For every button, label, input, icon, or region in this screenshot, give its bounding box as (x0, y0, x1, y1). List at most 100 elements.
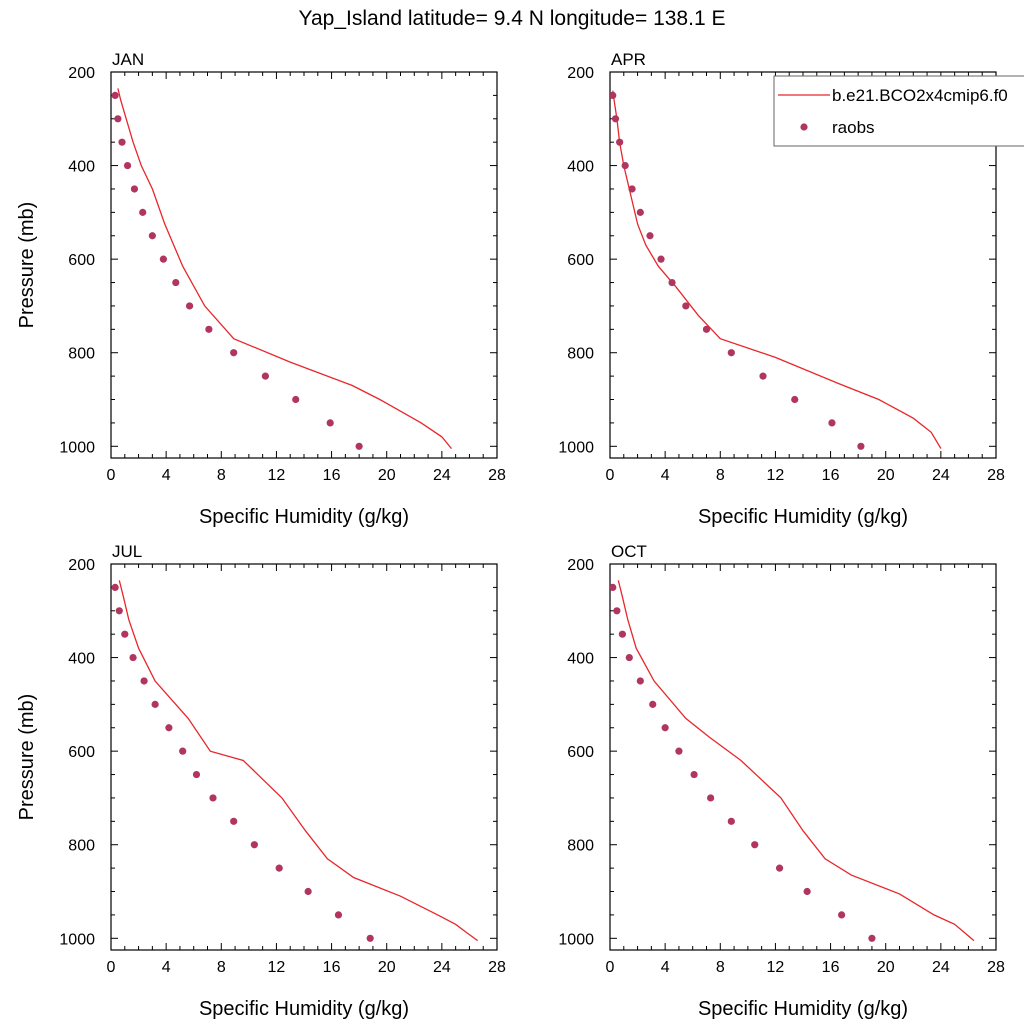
panels-group: 0 4 8 12 16 20 24 282004006008001000JANSpecific… (16, 50, 1005, 1020)
x-tick-label: 4 (661, 467, 670, 484)
y-axis-title: Pressure (mb) (16, 202, 38, 329)
panel-title: JAN (112, 50, 144, 69)
y-tick-label: 800 (68, 346, 95, 363)
raobs-point (209, 794, 217, 802)
x-tick-label: 8 (217, 467, 226, 484)
x-tick-label: 20 (877, 467, 895, 484)
y-tick-label: 1000 (558, 931, 594, 948)
raobs-point (649, 700, 657, 708)
raobs-point (611, 115, 620, 123)
raobs-point (702, 325, 711, 333)
raobs-point (803, 887, 811, 896)
panel-oct: 0 4 8 12 16 20 24 28 200 400 600 800 1000 OCT Specific… (558, 542, 1005, 1020)
raobs-point (165, 724, 173, 732)
model-series-line (118, 580, 479, 942)
y-tick-label: 600 (567, 744, 594, 761)
raobs-point (646, 232, 654, 240)
y-tick-label: 600 (68, 744, 95, 761)
panel-title: APR (611, 50, 646, 69)
x-tick-label: 4 (162, 467, 171, 484)
x-tick-label: 24 (932, 959, 950, 976)
x-tick-label: 8 (716, 959, 725, 976)
legend-marker-swatch (800, 123, 808, 131)
raobs-point (868, 934, 876, 942)
x-tick-label: 28 (987, 959, 1005, 976)
raobs-point (139, 208, 147, 216)
y-tick-label: 800 (567, 346, 594, 363)
raobs-point (610, 91, 617, 99)
raobs-point (759, 372, 767, 380)
raobs-point (326, 419, 334, 427)
x-tick-label: 20 (877, 959, 895, 976)
x-tick-label: 20 (378, 467, 396, 484)
x-tick-label: 0 (606, 467, 615, 484)
figure-title: Yap_Island latitude= 9.4 N longitude= 13… (299, 7, 726, 30)
raobs-point (791, 395, 799, 404)
x-tick-label: 24 (433, 467, 451, 484)
y-tick-label: 200 (567, 557, 594, 574)
raobs-point (114, 115, 122, 123)
x-tick-label: 4 (661, 959, 670, 976)
raobs-point (123, 161, 132, 170)
x-tick-label: 28 (488, 467, 506, 484)
raobs-point (130, 185, 139, 193)
raobs-point (185, 302, 194, 310)
plot-area (610, 90, 942, 450)
legend-label-obs: raobs (832, 118, 875, 137)
raobs-point (118, 138, 126, 146)
raobs-point (121, 630, 129, 638)
raobs-point (111, 91, 119, 99)
x-axis-title: Specific Humidity (g/kg) (698, 998, 908, 1020)
raobs-point (628, 185, 636, 193)
raobs-point (657, 255, 665, 263)
raobs-point (111, 583, 119, 591)
model-series-line (617, 580, 975, 942)
y-tick-label: 600 (567, 252, 594, 269)
raobs-point (151, 700, 159, 708)
x-tick-label: 16 (323, 467, 341, 484)
y-tick-label: 600 (68, 252, 95, 269)
raobs-point (661, 724, 669, 732)
x-tick-label: 8 (716, 467, 725, 484)
x-tick-label: 16 (822, 959, 840, 976)
y-tick-label: 400 (567, 159, 594, 176)
raobs-point (610, 583, 617, 591)
y-tick-label: 200 (567, 65, 594, 82)
legend-label-model: b.e21.BCO2x4cmip6.f0 (832, 86, 1008, 105)
raobs-point (828, 419, 836, 427)
raobs-point (857, 442, 865, 450)
raobs-point (625, 653, 633, 662)
model-series-line (117, 88, 453, 450)
x-tick-label: 16 (822, 467, 840, 484)
panel-apr: 0 4 8 12 16 20 24 28 200 400 600 800 1000 APR Specific… (558, 50, 1005, 528)
plot-area (111, 580, 479, 942)
panel-jan: 0 4 8 12 16 20 24 28 200 400 600 800 1000 JAN Specific… (16, 50, 506, 528)
raobs-point (205, 325, 213, 333)
raobs-point (292, 395, 300, 404)
y-tick-label: 400 (68, 651, 95, 668)
y-tick-label: 200 (68, 557, 95, 574)
x-tick-label: 12 (767, 959, 785, 976)
x-tick-label: 8 (217, 959, 226, 976)
raobs-point (192, 770, 201, 779)
x-tick-label: 0 (606, 959, 615, 976)
x-axis-title: Specific Humidity (g/kg) (199, 506, 409, 528)
raobs-point (775, 864, 784, 872)
x-tick-label: 24 (932, 467, 950, 484)
raobs-point (636, 677, 644, 685)
y-tick-label: 400 (68, 159, 95, 176)
raobs-point (230, 817, 238, 825)
raobs-point (172, 278, 180, 287)
raobs-point (727, 817, 735, 825)
raobs-point (179, 747, 187, 755)
raobs-point (115, 607, 123, 615)
x-tick-label: 12 (268, 467, 286, 484)
raobs-point (707, 794, 715, 802)
y-tick-label: 800 (68, 838, 95, 855)
y-tick-label: 1000 (59, 439, 95, 456)
y-tick-label: 1000 (558, 439, 594, 456)
panel-jul: 0 4 8 12 16 20 24 28 200 400 600 800 1000 JUL Specific… (16, 542, 506, 1020)
raobs-point (621, 161, 629, 170)
legend: b.e21.BCO2x4cmip6.f0 raobs (773, 75, 1024, 147)
